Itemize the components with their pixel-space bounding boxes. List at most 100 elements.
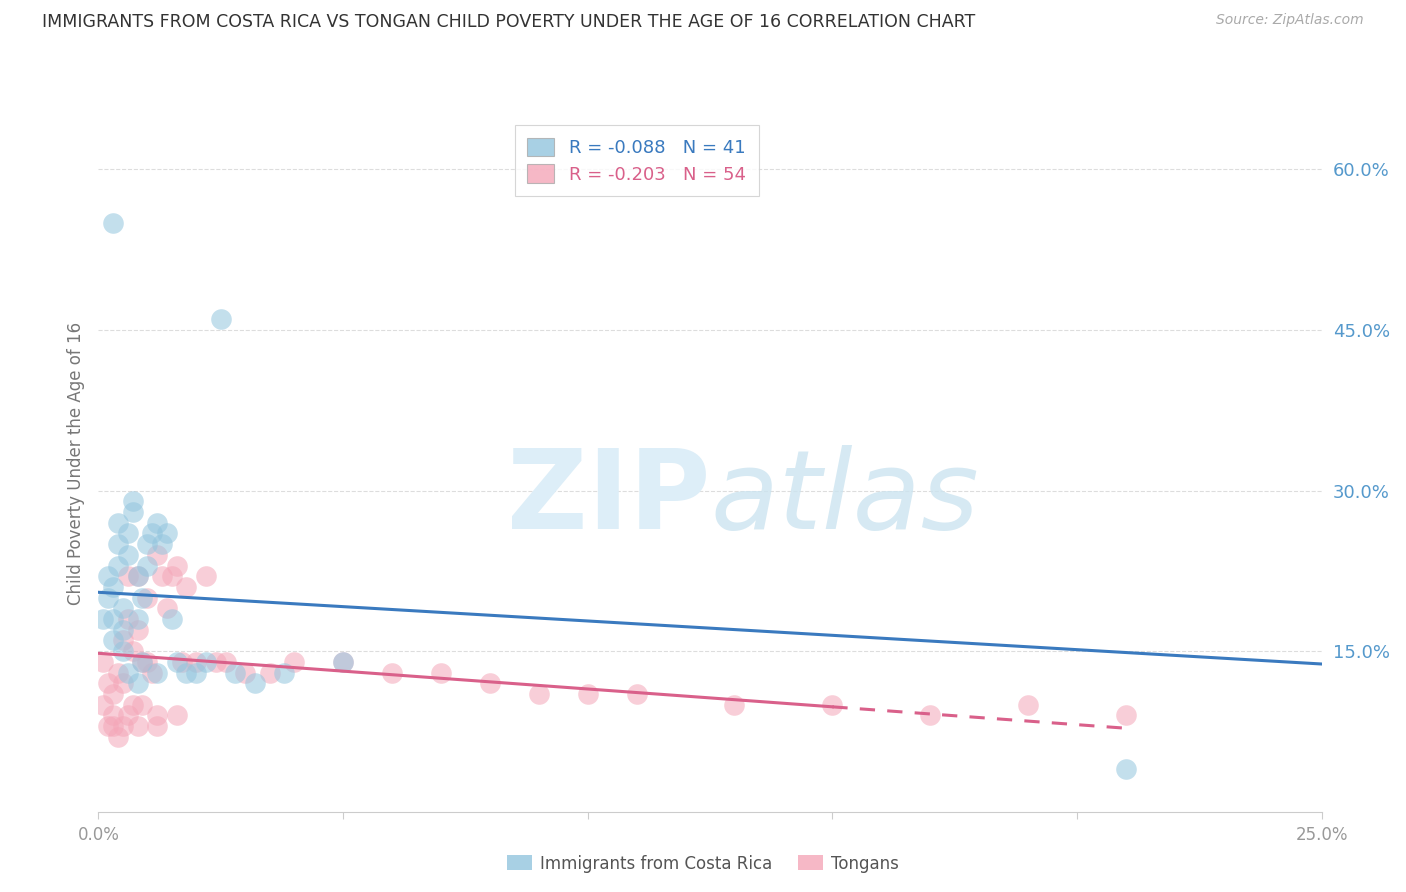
- Point: [150, 569, 173, 583]
- Point: [381, 665, 404, 680]
- Point: [107, 537, 129, 551]
- Point: [127, 719, 149, 733]
- Point: [131, 655, 153, 669]
- Text: ZIP: ZIP: [506, 445, 710, 552]
- Point: [259, 665, 281, 680]
- Point: [146, 708, 169, 723]
- Point: [146, 719, 169, 733]
- Point: [131, 591, 153, 605]
- Point: [121, 698, 143, 712]
- Text: IMMIGRANTS FROM COSTA RICA VS TONGAN CHILD POVERTY UNDER THE AGE OF 16 CORRELATI: IMMIGRANTS FROM COSTA RICA VS TONGAN CHI…: [42, 13, 976, 31]
- Point: [283, 655, 305, 669]
- Point: [920, 708, 942, 723]
- Point: [91, 698, 114, 712]
- Point: [205, 655, 228, 669]
- Point: [97, 591, 120, 605]
- Point: [117, 569, 139, 583]
- Point: [117, 612, 139, 626]
- Point: [127, 612, 149, 626]
- Point: [136, 591, 159, 605]
- Point: [214, 655, 236, 669]
- Y-axis label: Child Poverty Under the Age of 16: Child Poverty Under the Age of 16: [66, 322, 84, 606]
- Point: [97, 719, 120, 733]
- Point: [233, 665, 256, 680]
- Point: [146, 665, 169, 680]
- Point: [160, 612, 183, 626]
- Point: [121, 505, 143, 519]
- Point: [224, 665, 246, 680]
- Legend: R = -0.088   N = 41, R = -0.203   N = 54: R = -0.088 N = 41, R = -0.203 N = 54: [515, 125, 759, 196]
- Point: [101, 687, 124, 701]
- Point: [1115, 762, 1137, 776]
- Point: [576, 687, 599, 701]
- Point: [101, 580, 124, 594]
- Point: [273, 665, 295, 680]
- Point: [1017, 698, 1039, 712]
- Point: [91, 655, 114, 669]
- Point: [117, 708, 139, 723]
- Point: [166, 558, 188, 573]
- Point: [821, 698, 844, 712]
- Point: [127, 569, 149, 583]
- Point: [136, 537, 159, 551]
- Point: [186, 655, 208, 669]
- Point: [195, 569, 218, 583]
- Point: [136, 655, 159, 669]
- Point: [723, 698, 745, 712]
- Point: [131, 655, 153, 669]
- Point: [107, 558, 129, 573]
- Point: [195, 655, 218, 669]
- Legend: Immigrants from Costa Rica, Tongans: Immigrants from Costa Rica, Tongans: [501, 848, 905, 880]
- Point: [176, 580, 198, 594]
- Point: [127, 569, 149, 583]
- Text: Source: ZipAtlas.com: Source: ZipAtlas.com: [1216, 13, 1364, 28]
- Point: [527, 687, 550, 701]
- Point: [170, 655, 193, 669]
- Point: [131, 698, 153, 712]
- Point: [150, 537, 173, 551]
- Point: [117, 665, 139, 680]
- Point: [97, 569, 120, 583]
- Point: [141, 526, 163, 541]
- Point: [101, 708, 124, 723]
- Point: [209, 312, 232, 326]
- Point: [127, 623, 149, 637]
- Point: [332, 655, 354, 669]
- Point: [107, 516, 129, 530]
- Point: [626, 687, 648, 701]
- Point: [101, 612, 124, 626]
- Point: [107, 665, 129, 680]
- Point: [97, 676, 120, 690]
- Point: [101, 719, 124, 733]
- Point: [156, 601, 179, 615]
- Point: [176, 665, 198, 680]
- Point: [111, 719, 134, 733]
- Point: [111, 644, 134, 658]
- Point: [117, 526, 139, 541]
- Point: [478, 676, 501, 690]
- Point: [243, 676, 266, 690]
- Point: [121, 644, 143, 658]
- Point: [146, 516, 169, 530]
- Point: [166, 655, 188, 669]
- Point: [121, 494, 143, 508]
- Point: [111, 623, 134, 637]
- Point: [430, 665, 453, 680]
- Text: atlas: atlas: [710, 445, 979, 552]
- Point: [186, 665, 208, 680]
- Point: [156, 526, 179, 541]
- Point: [101, 216, 124, 230]
- Point: [117, 548, 139, 562]
- Point: [127, 676, 149, 690]
- Point: [141, 665, 163, 680]
- Point: [146, 548, 169, 562]
- Point: [111, 676, 134, 690]
- Point: [101, 633, 124, 648]
- Point: [91, 612, 114, 626]
- Point: [332, 655, 354, 669]
- Point: [111, 633, 134, 648]
- Point: [1115, 708, 1137, 723]
- Point: [166, 708, 188, 723]
- Point: [160, 569, 183, 583]
- Point: [107, 730, 129, 744]
